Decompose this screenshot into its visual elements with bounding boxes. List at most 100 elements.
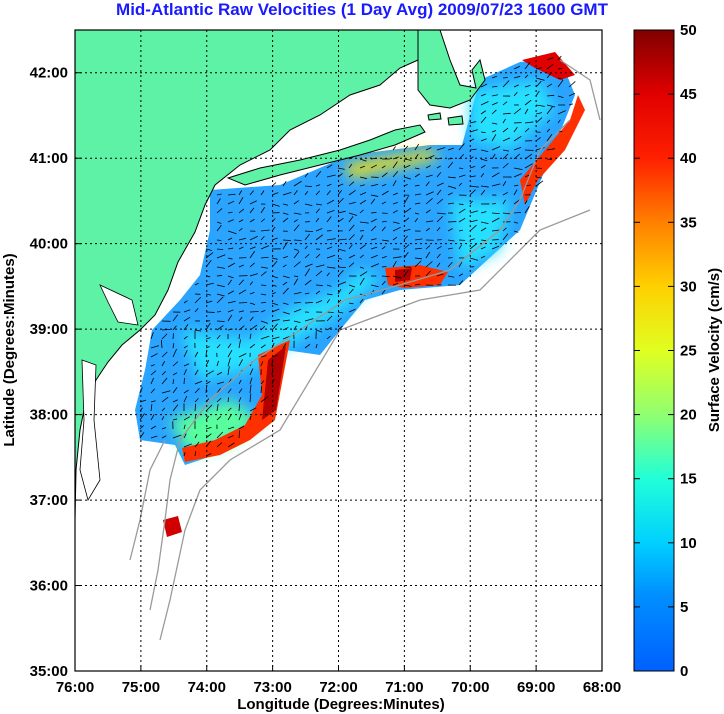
velocity-arrow bbox=[513, 184, 519, 187]
velocity-arrow bbox=[326, 199, 335, 205]
velocity-arrow bbox=[227, 275, 234, 279]
velocity-arrow bbox=[315, 343, 318, 349]
velocity-arrow bbox=[249, 415, 252, 421]
velocity-arrow bbox=[282, 343, 287, 349]
velocity-arrow bbox=[370, 246, 378, 250]
velocity-arrow bbox=[348, 302, 354, 305]
velocity-arrow bbox=[458, 229, 464, 232]
velocity-arrow bbox=[205, 248, 212, 251]
velocity-arrow bbox=[238, 279, 245, 286]
x-tick-label: 70:00 bbox=[451, 679, 489, 696]
velocity-arrow bbox=[172, 404, 179, 412]
velocity-arrow bbox=[150, 425, 157, 430]
velocity-arrow bbox=[150, 403, 153, 412]
velocity-arrow bbox=[392, 236, 398, 241]
velocity-arrow bbox=[183, 433, 187, 439]
velocity-arrow bbox=[304, 318, 314, 322]
velocity-arrow bbox=[480, 227, 487, 232]
velocity-arrow bbox=[161, 435, 167, 439]
velocity-arrow bbox=[238, 430, 241, 439]
velocity-arrow bbox=[216, 344, 221, 349]
velocity-arrow bbox=[480, 138, 487, 142]
velocity-arrow bbox=[216, 248, 224, 251]
velocity-arrow bbox=[227, 300, 236, 304]
velocity-arrow bbox=[337, 299, 342, 304]
velocity-arrow bbox=[381, 226, 386, 232]
velocity-arrow bbox=[238, 302, 248, 304]
velocity-arrow bbox=[260, 309, 266, 313]
velocity-arrow bbox=[293, 219, 299, 223]
velocity-arrow bbox=[337, 210, 346, 214]
velocity-arrow bbox=[425, 197, 433, 205]
velocity-arrow bbox=[524, 128, 530, 133]
velocity-arrow bbox=[183, 300, 188, 304]
velocity-arrow bbox=[480, 189, 486, 196]
velocity-arrow bbox=[216, 208, 223, 214]
velocity-arrow bbox=[249, 235, 258, 241]
velocity-arrow bbox=[172, 314, 179, 322]
colorbar bbox=[633, 29, 675, 672]
velocity-arrow bbox=[293, 190, 298, 196]
velocity-arrow bbox=[392, 226, 401, 232]
velocity-arrow bbox=[513, 147, 522, 151]
velocity-arrow bbox=[183, 377, 185, 385]
velocity-arrow bbox=[359, 244, 366, 250]
velocity-arrow bbox=[282, 191, 292, 196]
velocity-arrow bbox=[205, 415, 210, 421]
velocity-arrow bbox=[304, 336, 310, 340]
velocity-arrow bbox=[359, 266, 364, 269]
velocity-arrow bbox=[260, 207, 265, 214]
velocity-arrow bbox=[282, 239, 291, 241]
velocity-arrow bbox=[293, 261, 301, 268]
velocity-arrow bbox=[546, 63, 554, 70]
velocity-arrow bbox=[282, 264, 287, 268]
velocity-arrow bbox=[370, 218, 377, 223]
velocity-arrow bbox=[249, 407, 257, 412]
velocity-arrow bbox=[326, 164, 333, 169]
velocity-arrow bbox=[480, 110, 487, 115]
velocity-arrow bbox=[502, 101, 508, 106]
velocity-arrow bbox=[326, 327, 332, 331]
velocity-arrow bbox=[359, 165, 366, 169]
velocity-arrow bbox=[359, 254, 364, 259]
velocity-arrow bbox=[260, 266, 268, 269]
x-tick-label: 74:00 bbox=[188, 679, 226, 696]
velocity-arrow bbox=[183, 324, 189, 331]
velocity-arrow bbox=[370, 263, 380, 268]
velocity-arrow bbox=[425, 181, 430, 187]
velocity-arrow bbox=[172, 434, 182, 439]
velocity-arrow bbox=[238, 353, 247, 358]
velocity-arrow bbox=[502, 153, 509, 160]
velocity-arrow bbox=[458, 143, 465, 151]
velocity-arrow bbox=[524, 61, 531, 70]
velocity-arrow bbox=[172, 348, 177, 358]
velocity-arrow bbox=[282, 281, 288, 286]
velocity-arrow bbox=[194, 433, 198, 439]
velocity-arrow bbox=[172, 387, 178, 394]
velocity-highlights bbox=[170, 80, 555, 455]
velocity-arrow bbox=[513, 91, 518, 97]
velocity-arrow bbox=[469, 166, 476, 169]
velocity-arrow bbox=[249, 316, 254, 322]
velocity-arrow bbox=[216, 293, 225, 297]
velocity-arrow bbox=[227, 426, 235, 430]
velocity-arrow bbox=[315, 234, 324, 241]
velocity-arrow bbox=[491, 122, 498, 125]
velocity-arrow bbox=[315, 217, 320, 223]
velocity-arrow bbox=[513, 65, 521, 70]
velocity-arrow bbox=[535, 180, 544, 187]
velocity-arrow bbox=[238, 325, 245, 331]
velocity-arrow bbox=[260, 396, 269, 403]
velocity-arrow bbox=[403, 252, 409, 259]
velocity-arrow bbox=[227, 357, 231, 367]
jet-eastern bbox=[520, 95, 585, 205]
velocity-arrow bbox=[568, 92, 576, 97]
velocity-arrow bbox=[282, 319, 290, 322]
velocity-arrow bbox=[150, 400, 156, 403]
colorbar-tick-label: 25 bbox=[680, 343, 697, 360]
velocity-arrow bbox=[370, 284, 379, 288]
velocity-arrow bbox=[238, 316, 243, 322]
velocity-arrow bbox=[491, 134, 497, 142]
velocity-arrow bbox=[315, 253, 321, 259]
velocity-arrow bbox=[546, 106, 553, 115]
